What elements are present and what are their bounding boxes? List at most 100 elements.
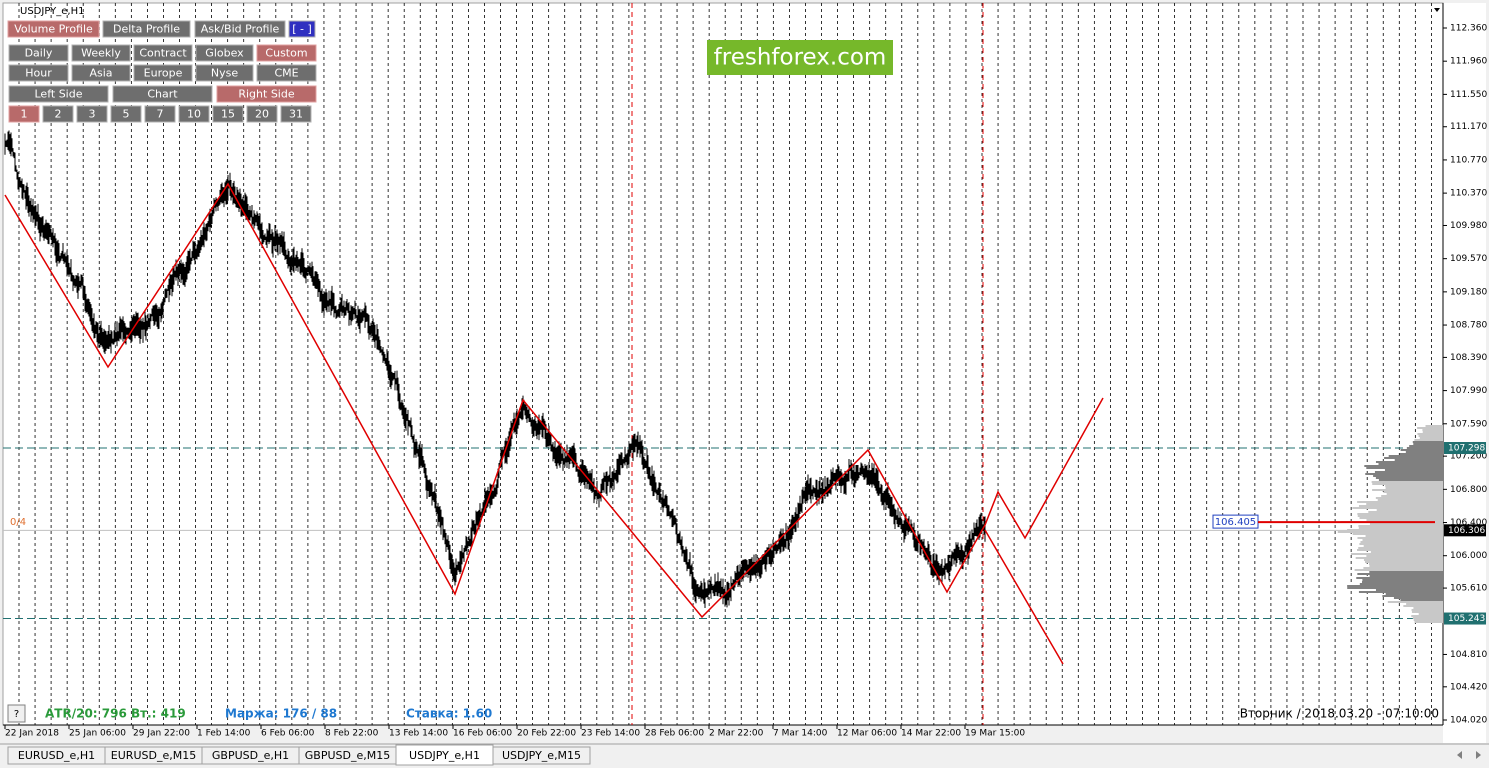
profile-bar [1383,491,1443,493]
toolbar-button-label[interactable]: 20 [255,108,269,121]
profile-bar [1370,551,1443,553]
toolbar-button-label[interactable]: Ask/Bid Profile [201,23,280,36]
toolbar-button[interactable] [71,64,131,82]
toolbar-button[interactable] [256,44,317,62]
tuesday-range: Вт.: 419 [131,707,186,721]
price-axis [1443,3,1486,743]
time-label: 14 Mar 22:00 [901,729,961,739]
profile-bar [1414,439,1443,441]
price-tick-label: 108.780 [1450,321,1487,331]
toolbar-button[interactable] [195,64,254,82]
profile-bar [1369,575,1443,577]
toolbar-button-label[interactable]: Delta Profile [113,23,180,36]
toolbar-button[interactable] [216,85,317,103]
toolbar-button-label[interactable]: CME [274,67,298,80]
profile-bar [1384,469,1443,471]
tab-label[interactable]: USDJPY_e,H1 [409,749,480,762]
toolbar-button[interactable] [112,85,213,103]
toolbar-button[interactable] [288,20,316,38]
toolbar-button[interactable] [7,20,100,38]
toolbar-button-label[interactable]: Chart [147,88,178,101]
profile-bar [1399,453,1443,455]
toolbar-button-label[interactable]: [ - ] [292,23,312,36]
toolbar-button[interactable] [178,105,210,123]
toolbar-button-label[interactable]: Asia [89,67,112,80]
toolbar-button-label[interactable]: Hour [25,67,52,80]
toolbar-button-label[interactable]: 2 [55,108,62,121]
price-level-label: 105.243 [1448,614,1485,624]
tab-label[interactable]: GBPUSD_e,H1 [212,749,289,762]
toolbar-button[interactable] [133,64,193,82]
profile-bar [1357,513,1443,515]
profile-bar [1358,505,1443,507]
toolbar-button[interactable] [256,64,317,82]
toolbar-button[interactable] [8,44,69,62]
toolbar-button[interactable] [71,44,131,62]
toolbar-button[interactable] [195,44,254,62]
time-label: 19 Mar 15:00 [965,729,1025,739]
profile-bar [1419,437,1443,439]
toolbar-button-label[interactable]: Globex [205,47,244,60]
profile-bar [1356,577,1443,579]
tab-label[interactable]: GBPUSD_e,M15 [305,749,390,762]
profile-bar [1347,587,1443,589]
toolbar-button[interactable] [8,64,69,82]
profile-bar [1417,433,1443,435]
separators [3,3,1443,725]
toolbar-button-label[interactable]: Volume Profile [14,23,93,36]
tab-label[interactable]: EURUSD_e,H1 [18,749,95,762]
toolbar-button[interactable] [102,20,191,38]
profile-bar [1363,567,1443,569]
toolbar-button[interactable] [194,20,286,38]
profile-bar [1405,451,1443,453]
tab[interactable] [492,746,591,765]
toolbar-button-label[interactable]: 3 [89,108,96,121]
toolbar-button-label[interactable]: Nyse [211,67,238,80]
toolbar-button-label[interactable]: Weekly [81,47,121,60]
toolbar-button-label[interactable]: Europe [144,67,183,80]
toolbar-button[interactable] [280,105,312,123]
toolbar-button-label[interactable]: 10 [187,108,201,121]
toolbar-button-label[interactable]: Contract [139,47,187,60]
toolbar-button[interactable] [8,85,109,103]
toolbar-button[interactable] [246,105,278,123]
time-label: 20 Feb 22:00 [517,729,576,739]
profile-bar [1366,555,1443,557]
profile-bar [1362,581,1443,583]
tab-scroll[interactable] [1457,751,1481,759]
toolbar-button-label[interactable]: Right Side [238,88,294,101]
toolbar-button[interactable] [42,105,74,123]
toolbar-button[interactable] [144,105,176,123]
price-bars [4,130,986,608]
toolbar-button[interactable] [8,105,40,123]
help-label[interactable]: ? [14,709,19,720]
profile-bar [1372,489,1443,491]
toolbar-button-label[interactable]: 31 [289,108,303,121]
help-button[interactable] [7,704,26,723]
toolbar-button-label[interactable]: 1 [21,108,28,121]
price-tick-label: 104.810 [1450,650,1487,660]
toolbar-button-label[interactable]: Left Side [35,88,83,101]
tab-label[interactable]: USDJPY_e,M15 [502,749,581,762]
profile-bar [1381,495,1443,497]
tab-label[interactable]: EURUSD_e,M15 [111,749,196,762]
price-tick-label: 110.770 [1450,155,1487,165]
rate: Ставка: 1.60 [406,707,492,721]
profile-bar [1375,589,1443,591]
toolbar-button[interactable] [76,105,108,123]
toolbar-button[interactable] [110,105,142,123]
profile-bar [1387,601,1443,603]
toolbar-button-label[interactable]: 5 [123,108,130,121]
profile-bar [1411,609,1443,611]
toolbar-button[interactable] [212,105,244,123]
toolbar-button[interactable] [133,44,193,62]
toolbar-button-label[interactable]: 7 [157,108,164,121]
toolbar-button-label[interactable]: Daily [25,47,53,60]
profile-bar [1362,579,1443,581]
toolbar-button-label[interactable]: 15 [221,108,235,121]
toolbar-button-label[interactable]: Custom [265,47,307,60]
profile-bar [1359,543,1443,545]
profile-bar [1384,457,1443,459]
profile-bar [1418,613,1443,615]
